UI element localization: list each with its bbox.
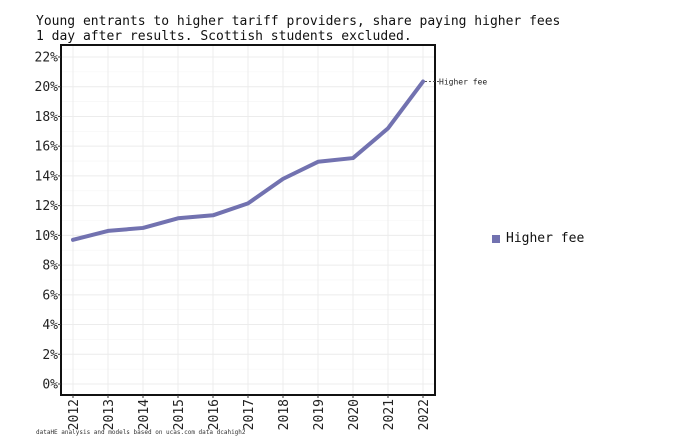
x-tick-label: 2020 bbox=[347, 399, 362, 430]
x-tick-label: 2013 bbox=[102, 399, 117, 430]
y-tick-label: 2% bbox=[42, 348, 58, 363]
y-tick-label: 12% bbox=[35, 199, 59, 214]
y-tick-label: 6% bbox=[42, 288, 58, 303]
x-tick-label: 2015 bbox=[172, 399, 187, 430]
y-tick-label: 0% bbox=[42, 378, 58, 393]
x-tick-label: 2012 bbox=[67, 399, 82, 430]
y-tick-label: 4% bbox=[42, 318, 58, 333]
subtitle-line: 1 day after results. Scottish students e… bbox=[36, 29, 412, 44]
y-tick-label: 8% bbox=[42, 259, 58, 274]
title-line: Young entrants to higher tariff provider… bbox=[36, 14, 561, 29]
x-tick-label: 2019 bbox=[312, 399, 327, 430]
legend-label: Higher fee bbox=[506, 231, 585, 246]
y-tick-label: 18% bbox=[35, 110, 59, 125]
x-tick-label: 2022 bbox=[417, 399, 432, 430]
y-tick-label: 16% bbox=[35, 140, 59, 155]
y-tick-label: 10% bbox=[35, 229, 59, 244]
chart-title: Young entrants to higher tariff provider… bbox=[36, 14, 560, 44]
y-tick-label: 20% bbox=[35, 80, 59, 95]
x-tick-label: 2017 bbox=[242, 399, 257, 430]
source-caption: dataHE analysis and models based on ucas… bbox=[36, 429, 246, 436]
legend-swatch bbox=[492, 234, 500, 243]
end-label: Higher fee bbox=[439, 78, 487, 87]
legend: Higher fee bbox=[492, 231, 584, 246]
x-tick-label: 2018 bbox=[277, 399, 292, 430]
x-tick-label: 2016 bbox=[207, 399, 222, 430]
x-tick-label: 2021 bbox=[382, 399, 397, 430]
y-tick-label: 14% bbox=[35, 169, 59, 184]
x-tick-label: 2014 bbox=[137, 399, 152, 430]
y-tick-label: 22% bbox=[35, 51, 59, 66]
